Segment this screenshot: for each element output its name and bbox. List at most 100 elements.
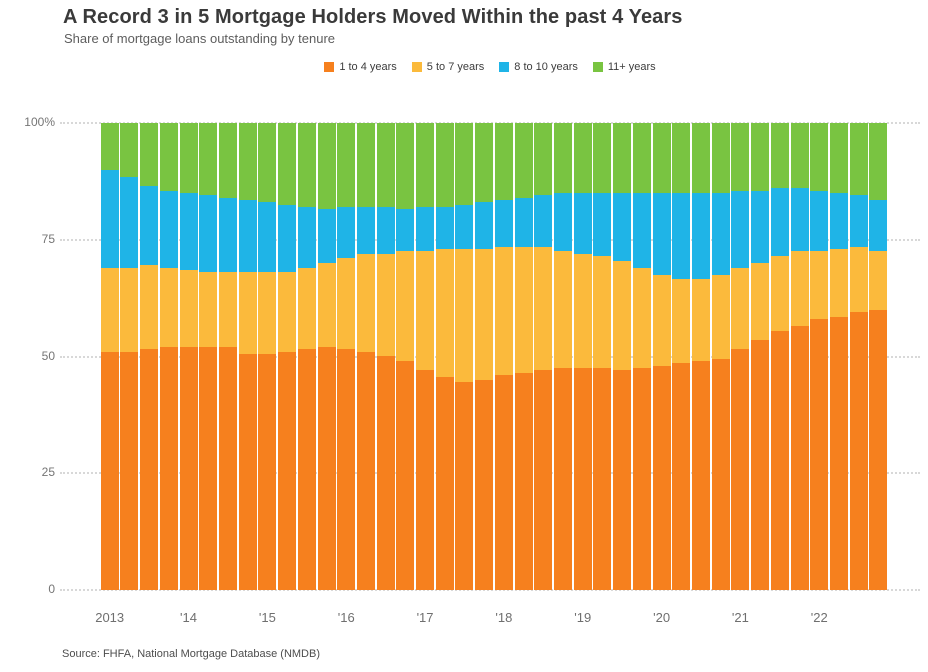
x-axis-tick-label: '14 [180,610,198,625]
bar-segment-blue [554,193,573,252]
bar-2016-q2 [356,123,375,590]
bar-2015-q4 [317,123,336,590]
bar-2019-q1 [573,123,592,590]
bar-segment-blue [711,193,730,275]
bar-segment-green [790,123,809,189]
bar-segment-green [554,123,573,194]
bar-2019-q2 [593,123,612,590]
bar-2018-q4 [554,123,573,590]
bar-segment-orange [829,316,848,590]
bar-segment-green [416,123,435,208]
bar-segment-green [218,123,237,198]
bar-segment-blue [790,188,809,252]
bar-2015-q1 [258,123,277,590]
gridline-0 [60,589,920,591]
bar-segment-yellow [613,260,632,371]
bar-2018-q3 [534,123,553,590]
chart-subtitle: Share of mortgage loans outstanding by t… [64,31,336,46]
bar-segment-blue [869,200,888,252]
bar-segment-blue [278,204,297,273]
bar-segment-green [258,123,277,203]
legend: 1 to 4 years 5 to 7 years 8 to 10 years 11+… [60,61,920,73]
bar-segment-orange [396,361,415,590]
x-axis-tick-label: '16 [337,610,355,625]
bar-segment-orange [199,347,218,590]
bar-segment-yellow [632,267,651,369]
bar-segment-orange [317,347,336,590]
bar-segment-blue [297,207,316,268]
bar-segment-blue [849,195,868,247]
bar-2022-q4 [869,123,888,590]
bar-segment-green [810,123,829,191]
bar-segment-green [140,123,159,187]
bar-segment-yellow [435,249,454,378]
bar-segment-blue [731,190,750,268]
bar-segment-yellow [120,267,139,352]
bar-segment-yellow [770,256,789,331]
bar-segment-green [672,123,691,194]
bar-segment-orange [494,375,513,590]
bar-segment-orange [751,340,770,590]
x-axis-tick-label: '21 [731,610,749,625]
bar-segment-orange [849,312,868,590]
bar-segment-blue [238,200,257,273]
legend-item-yellow: 5 to 7 years [411,61,485,73]
bar-segment-blue [100,169,119,268]
bar-segment-yellow [416,251,435,371]
bar-segment-green [593,123,612,194]
bar-segment-blue [770,188,789,257]
bar-2022-q2 [829,123,848,590]
bar-segment-yellow [238,272,257,355]
bar-segment-yellow [514,246,533,373]
bar-segment-orange [790,326,809,590]
x-axis-tick-label: 2013 [95,610,125,625]
bar-segment-yellow [475,249,494,380]
bar-segment-blue [751,190,770,264]
x-axis-tick-label: '19 [574,610,592,625]
x-axis-tick-label: '15 [258,610,276,625]
bar-segment-blue [179,193,198,271]
bar-segment-blue [692,193,710,280]
bar-2014-q2 [199,123,218,590]
bar-2013-q4 [159,123,178,590]
bar-segment-yellow [199,272,218,348]
bar-segment-blue [199,195,218,273]
bar-2020-q3 [692,123,710,590]
bar-segment-green [297,123,316,208]
bar-segment-yellow [396,251,415,362]
bar-segment-green [751,123,770,191]
bar-segment-blue [159,190,178,268]
bar-2017-q2 [435,123,454,590]
bar-segment-green [849,123,868,196]
bar-segment-green [869,123,888,201]
bar-segment-orange [416,370,435,590]
bar-segment-yellow [869,251,888,310]
bar-segment-orange [475,379,494,590]
y-axis-tick-label: 100% [24,115,55,129]
bar-segment-green [494,123,513,201]
bar-segment-blue [632,193,651,268]
bar-segment-green [278,123,297,205]
bar-2018-q1 [494,123,513,590]
bar-segment-orange [672,363,691,590]
bar-segment-orange [869,309,888,590]
bar-segment-blue [652,193,671,275]
bar-segment-green [435,123,454,208]
bar-segment-orange [554,368,573,590]
legend-label: 5 to 7 years [426,61,485,73]
x-axis-tick-label: '17 [416,610,434,625]
bar-2018-q2 [514,123,533,590]
bar-segment-orange [278,351,297,590]
bar-segment-orange [297,349,316,590]
bar-segment-yellow [278,272,297,352]
bar-segment-yellow [337,258,356,350]
bar-segment-blue [435,207,454,250]
bar-segment-orange [593,368,612,590]
bar-segment-blue [593,193,612,257]
bar-segment-green [652,123,671,194]
bar-segment-blue [317,209,336,264]
bar-segment-orange [258,354,277,590]
bar-segment-yellow [376,253,395,357]
bar-2014-q4 [238,123,257,590]
bar-segment-blue [475,202,494,250]
